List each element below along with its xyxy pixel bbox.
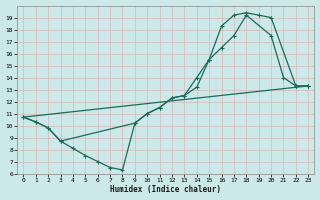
X-axis label: Humidex (Indice chaleur): Humidex (Indice chaleur) [110,185,221,194]
